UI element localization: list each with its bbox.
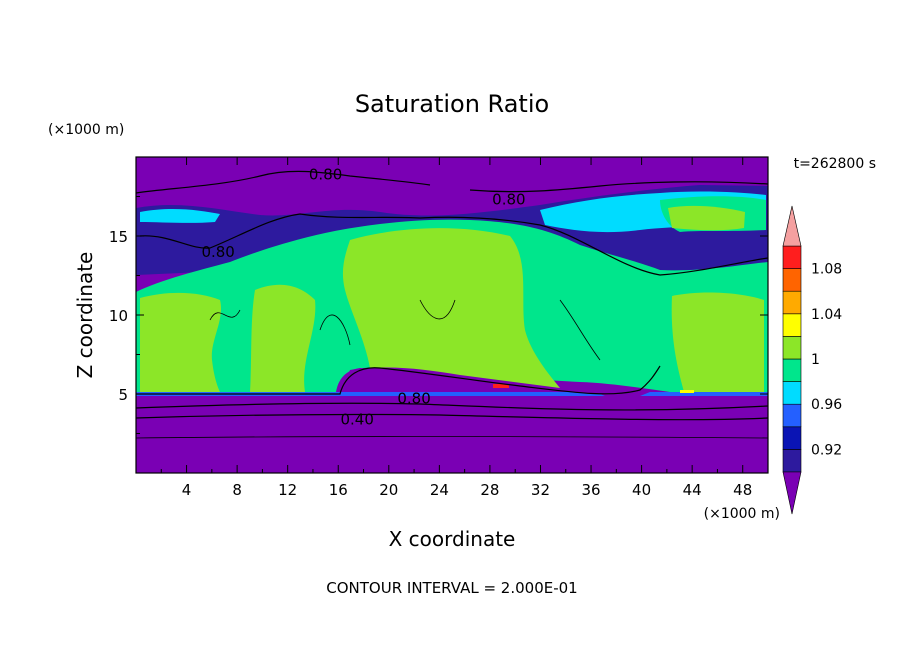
- x-tick-label: 20: [379, 481, 398, 499]
- contour-line: [136, 170, 431, 194]
- x-axis: 4 8 12 16 20 24 28 32 36 40 44 48: [160, 157, 752, 499]
- contour-line: [139, 213, 768, 276]
- contour-line: [136, 402, 768, 411]
- colorbar-swatch: [782, 245, 802, 269]
- x-tick-label: 24: [430, 481, 449, 499]
- colorbar-swatch: [782, 336, 802, 360]
- field-region-red-patch: [493, 384, 509, 388]
- y-tick-label: 5: [118, 386, 128, 404]
- x-tick-label: 32: [531, 481, 550, 499]
- contour-lines: [136, 170, 768, 439]
- colorbar-tick-label: 1: [811, 352, 820, 368]
- contour-line: [136, 436, 768, 439]
- x-tick-label: 48: [733, 481, 752, 499]
- y-unit-label: (×1000 m): [48, 122, 124, 138]
- colorbar-over-triangle: [782, 205, 802, 247]
- x-tick-label: 4: [182, 481, 192, 499]
- contour-value-label: 0.40: [340, 410, 373, 428]
- colorbar-tick-label: 1.08: [811, 262, 842, 278]
- x-tick-label: 8: [232, 481, 242, 499]
- colorbar-swatch: [782, 449, 802, 473]
- x-unit-label: (×1000 m): [704, 506, 780, 522]
- chart-title: Saturation Ratio: [355, 90, 549, 118]
- colorbar-swatch: [782, 358, 802, 382]
- colorbar-under-triangle: [782, 471, 802, 515]
- y-tick-label: 15: [109, 228, 128, 246]
- x-tick-label: 40: [632, 481, 651, 499]
- field-region-lightgreen-righttop: [668, 205, 745, 231]
- colorbar-swatch: [782, 290, 802, 315]
- time-label: t=262800 s: [794, 156, 876, 172]
- field-region-lower-purple: [136, 392, 768, 473]
- colorbar-tick-label: 0.96: [811, 397, 842, 413]
- colorbar-tick-label: 0.92: [811, 442, 842, 458]
- contour-line: [136, 365, 661, 395]
- field-region-lightgreen-right: [671, 292, 764, 392]
- contour-value-label: 0.80: [492, 191, 525, 209]
- field-region-upper-cyan: [140, 208, 220, 223]
- x-tick-label: 28: [480, 481, 499, 499]
- field-region-yellow-patch: [680, 390, 694, 393]
- field-region-lightgreen-mid: [250, 284, 316, 392]
- colorbar-swatch: [782, 381, 802, 405]
- x-axis-title: X coordinate: [389, 527, 516, 551]
- y-tick-label: 10: [109, 307, 128, 325]
- x-tick-label: 36: [581, 481, 600, 499]
- contour-line: [469, 181, 768, 193]
- colorbar-swatch: [782, 268, 802, 292]
- x-tick-label: 12: [278, 481, 297, 499]
- colorbar: 0.92 0.96 1 1.04 1.08: [782, 205, 842, 515]
- colorbar-tick-label: 1.04: [811, 307, 842, 323]
- contour-labels: 0.80 0.80 0.80 0.80 0.40: [201, 165, 525, 428]
- contour-value-label: 0.80: [309, 165, 342, 183]
- colorbar-swatch: [782, 403, 802, 428]
- contour-value-label: 0.80: [397, 390, 430, 408]
- y-axis-title: Z coordinate: [73, 252, 97, 379]
- x-tick-label: 16: [329, 481, 348, 499]
- field-region-lightgreen-left: [140, 292, 222, 392]
- contour-value-label: 0.80: [201, 243, 234, 261]
- contour-line: [136, 413, 768, 421]
- field-plot: [136, 157, 768, 473]
- x-tick-label: 44: [683, 481, 702, 499]
- colorbar-swatch: [782, 313, 802, 337]
- y-axis: 5 10 15: [109, 196, 768, 434]
- contour-line: [209, 299, 601, 361]
- colorbar-swatch: [782, 426, 802, 450]
- contour-interval-label: CONTOUR INTERVAL = 2.000E-01: [326, 579, 577, 597]
